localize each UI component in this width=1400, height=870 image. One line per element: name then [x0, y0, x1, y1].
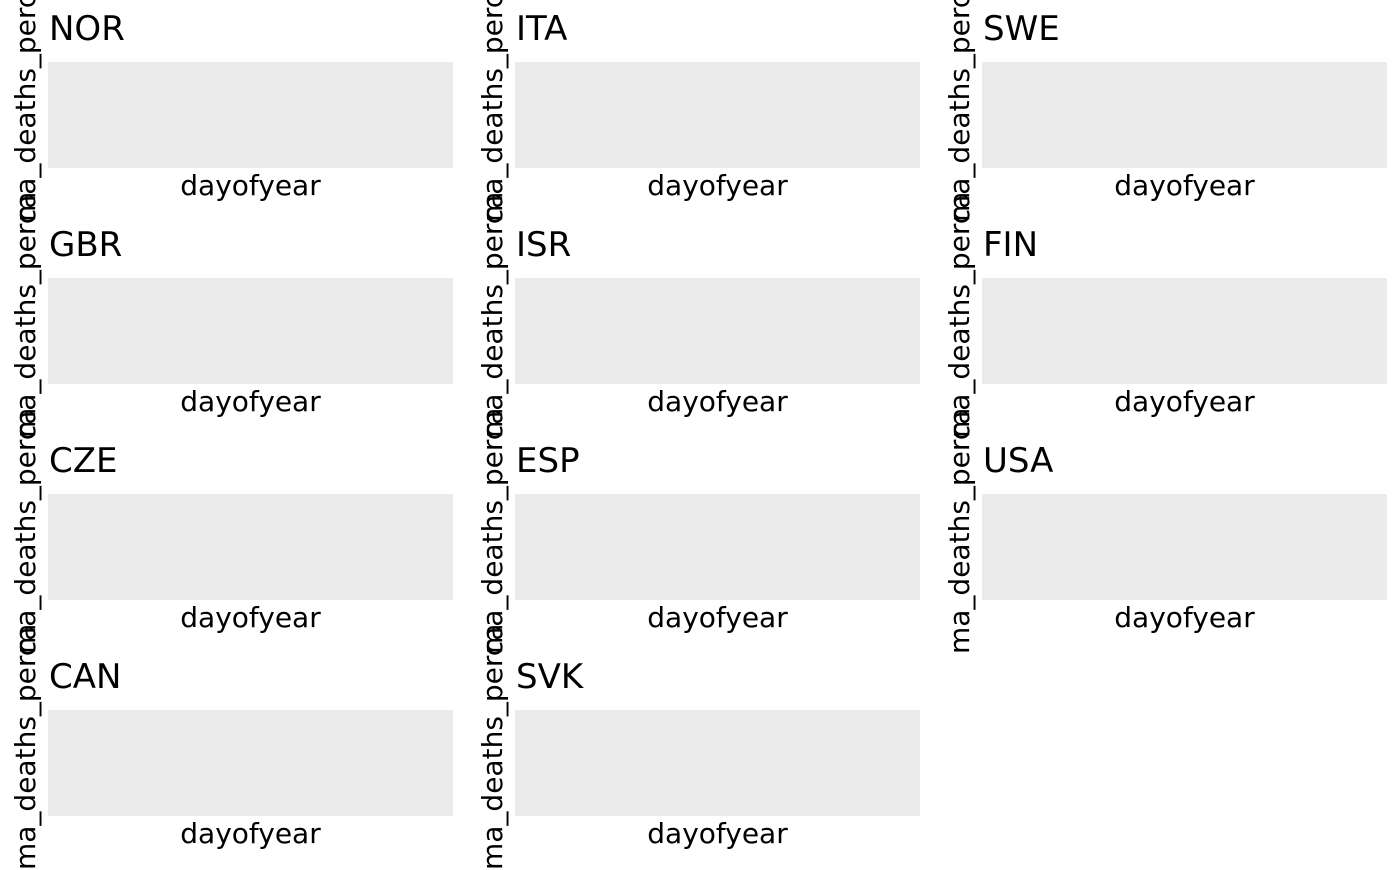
facet-title: SVK	[516, 657, 584, 697]
y-axis-label: ma_deaths_perca	[9, 407, 42, 654]
facet-title: ESP	[516, 441, 580, 481]
facet-panel	[982, 62, 1387, 168]
y-axis-label: ma_deaths_perca	[476, 407, 509, 654]
facet-panel	[515, 494, 920, 600]
x-axis-label: dayofyear	[1114, 601, 1255, 634]
facet-title: FIN	[983, 225, 1039, 265]
x-axis-label: dayofyear	[647, 169, 788, 202]
x-axis-label: dayofyear	[180, 817, 321, 850]
y-axis-label: ma_deaths_perca	[943, 191, 976, 438]
facet-title: ISR	[516, 225, 572, 265]
facet-panel	[515, 62, 920, 168]
facet-panel	[48, 278, 453, 384]
y-axis-label: ma_deaths_perca	[943, 0, 976, 222]
x-axis-label: dayofyear	[647, 385, 788, 418]
facet-title: USA	[983, 441, 1054, 481]
y-axis-label: ma_deaths_perca	[943, 407, 976, 654]
x-axis-label: dayofyear	[180, 385, 321, 418]
facet-title: CZE	[49, 441, 118, 481]
facet-panel	[48, 494, 453, 600]
y-axis-label: ma_deaths_perca	[476, 191, 509, 438]
facet-title: SWE	[983, 9, 1060, 49]
y-axis-label: ma_deaths_perca	[476, 623, 509, 870]
facet-title: CAN	[49, 657, 122, 697]
facet-panel	[982, 278, 1387, 384]
facet-title: NOR	[49, 9, 125, 49]
x-axis-label: dayofyear	[180, 169, 321, 202]
y-axis-label: ma_deaths_perca	[9, 623, 42, 870]
facet-title: GBR	[49, 225, 123, 265]
y-axis-label: ma_deaths_perca	[9, 0, 42, 222]
x-axis-label: dayofyear	[647, 601, 788, 634]
facet-panel	[515, 710, 920, 816]
x-axis-label: dayofyear	[1114, 169, 1255, 202]
x-axis-label: dayofyear	[180, 601, 321, 634]
facet-panel	[48, 710, 453, 816]
facet-panel	[982, 494, 1387, 600]
facet-panel	[48, 62, 453, 168]
facet-panel	[515, 278, 920, 384]
x-axis-label: dayofyear	[647, 817, 788, 850]
y-axis-label: ma_deaths_perca	[476, 0, 509, 222]
y-axis-label: ma_deaths_perca	[9, 191, 42, 438]
facet-title: ITA	[516, 9, 568, 49]
x-axis-label: dayofyear	[1114, 385, 1255, 418]
